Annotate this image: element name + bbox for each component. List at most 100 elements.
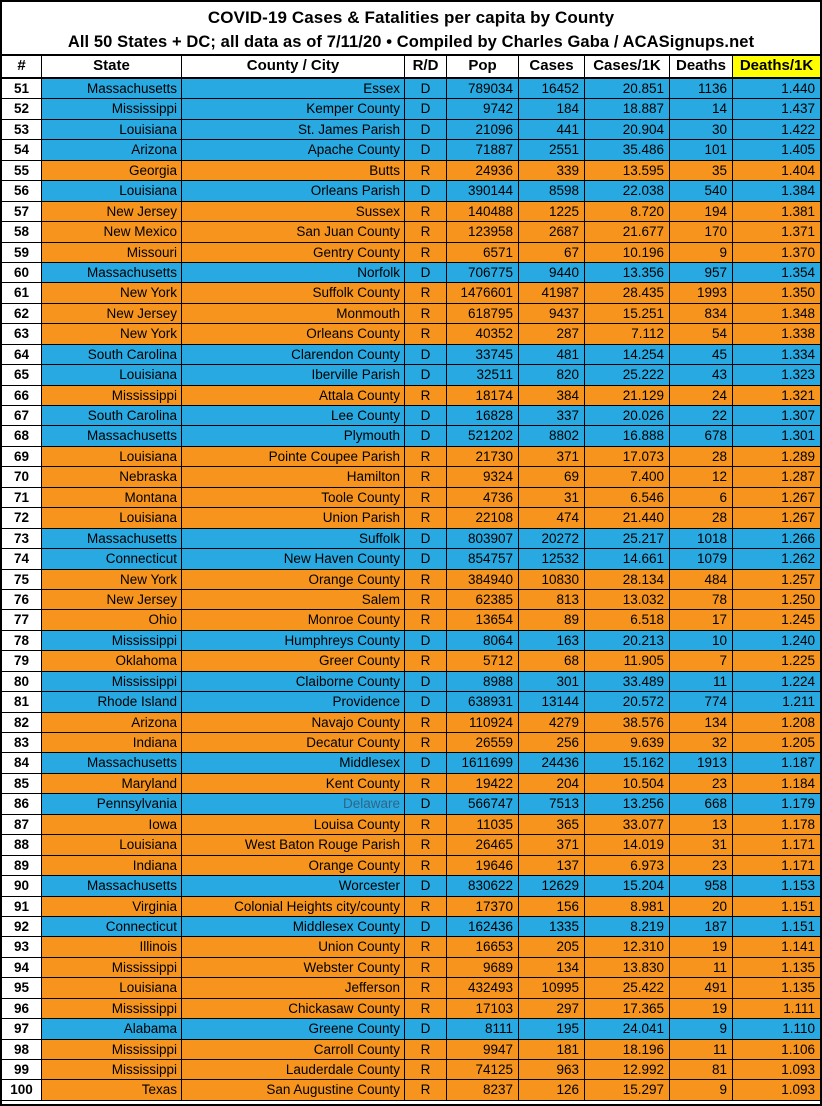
cell-deaths: 45 — [670, 344, 733, 366]
cell-deaths: 9 — [670, 242, 733, 263]
cell-rank: 79 — [2, 651, 42, 672]
cell-cases: 134 — [519, 957, 585, 979]
cell-deaths-per-1k: 1.338 — [733, 324, 820, 345]
cell-rank: 99 — [2, 1060, 42, 1081]
cell-state: Louisiana — [42, 365, 182, 386]
cell-rank: 93 — [2, 937, 42, 958]
cell-county: Delaware — [182, 794, 405, 815]
cell-deaths-per-1k: 1.381 — [733, 201, 820, 223]
col-header-cases: Cases — [519, 56, 585, 77]
cell-cases: 68 — [519, 651, 585, 672]
cell-deaths-per-1k: 1.267 — [733, 508, 820, 529]
cell-cases-per-1k: 13.595 — [585, 160, 670, 182]
cell-cases-per-1k: 8.219 — [585, 916, 670, 938]
cell-county: Sussex — [182, 201, 405, 223]
cell-cases-per-1k: 8.720 — [585, 201, 670, 223]
cell-state: New Jersey — [42, 303, 182, 325]
cell-deaths-per-1k: 1.106 — [733, 1039, 820, 1060]
cell-county: Navajo County — [182, 712, 405, 733]
cell-deaths: 1136 — [670, 79, 733, 100]
cell-county: Monmouth — [182, 303, 405, 325]
cell-state: Missouri — [42, 242, 182, 263]
cell-pop: 4736 — [447, 487, 519, 509]
cell-cases-per-1k: 28.435 — [585, 283, 670, 304]
cell-pop: 32511 — [447, 365, 519, 386]
cell-cases: 9440 — [519, 262, 585, 284]
cell-deaths: 11 — [670, 1039, 733, 1060]
cell-county: Lauderdale County — [182, 1060, 405, 1081]
cell-cases-per-1k: 38.576 — [585, 712, 670, 733]
cell-pop: 16653 — [447, 937, 519, 958]
cell-rd: D — [405, 916, 447, 938]
cell-cases: 441 — [519, 119, 585, 141]
col-header-county-city: County / City — [182, 56, 405, 77]
cell-cases-per-1k: 22.038 — [585, 181, 670, 202]
cell-deaths: 43 — [670, 365, 733, 386]
cell-deaths: 187 — [670, 916, 733, 938]
cell-deaths: 1079 — [670, 549, 733, 570]
cell-pop: 26559 — [447, 733, 519, 754]
cell-rd: D — [405, 528, 447, 550]
cell-county: Hamilton — [182, 467, 405, 488]
cell-deaths-per-1k: 1.093 — [733, 1060, 820, 1081]
cell-deaths: 12 — [670, 467, 733, 488]
cell-rank: 57 — [2, 201, 42, 223]
cell-pop: 1611699 — [447, 753, 519, 774]
cell-deaths-per-1k: 1.334 — [733, 344, 820, 366]
cell-deaths-per-1k: 1.141 — [733, 937, 820, 958]
cell-rd: R — [405, 978, 447, 999]
cell-pop: 8237 — [447, 1080, 519, 1101]
cell-deaths: 134 — [670, 712, 733, 733]
cell-deaths-per-1k: 1.267 — [733, 487, 820, 509]
cell-county: Apache County — [182, 140, 405, 161]
cell-cases-per-1k: 10.504 — [585, 773, 670, 795]
cell-state: Massachusetts — [42, 262, 182, 284]
cell-county: Orleans County — [182, 324, 405, 345]
cell-rank: 100 — [2, 1080, 42, 1101]
cell-county: St. James Parish — [182, 119, 405, 141]
cell-rank: 52 — [2, 99, 42, 120]
cell-deaths-per-1k: 1.440 — [733, 79, 820, 100]
cell-rd: R — [405, 814, 447, 836]
cell-county: Suffolk County — [182, 283, 405, 304]
cell-deaths: 484 — [670, 569, 733, 590]
cell-rank: 69 — [2, 446, 42, 468]
cell-pop: 162436 — [447, 916, 519, 938]
cell-deaths: 22 — [670, 406, 733, 427]
cell-cases: 181 — [519, 1039, 585, 1060]
cell-county: Middlesex — [182, 753, 405, 774]
cell-deaths: 32 — [670, 733, 733, 754]
cell-cases-per-1k: 20.851 — [585, 79, 670, 100]
cell-deaths: 28 — [670, 446, 733, 468]
cell-cases: 2551 — [519, 140, 585, 161]
cell-cases-per-1k: 14.254 — [585, 344, 670, 366]
cell-cases-per-1k: 13.356 — [585, 262, 670, 284]
cell-cases-per-1k: 21.677 — [585, 222, 670, 243]
cell-pop: 6571 — [447, 242, 519, 263]
cell-county: Middlesex County — [182, 916, 405, 938]
cell-state: Massachusetts — [42, 753, 182, 774]
cell-rd: R — [405, 651, 447, 672]
cell-pop: 22108 — [447, 508, 519, 529]
cell-deaths-per-1k: 1.404 — [733, 160, 820, 182]
cell-rd: D — [405, 630, 447, 652]
cell-rd: D — [405, 549, 447, 570]
cell-county: Iberville Parish — [182, 365, 405, 386]
cell-state: Iowa — [42, 814, 182, 836]
cell-rank: 80 — [2, 671, 42, 693]
cell-pop: 9324 — [447, 467, 519, 488]
cell-rd: R — [405, 896, 447, 917]
cell-county: Suffolk — [182, 528, 405, 550]
cell-county: Colonial Heights city/county — [182, 896, 405, 917]
cell-pop: 19422 — [447, 773, 519, 795]
cell-cases-per-1k: 12.992 — [585, 1060, 670, 1081]
cell-cases: 7513 — [519, 794, 585, 815]
cell-pop: 17370 — [447, 896, 519, 917]
cell-county: Union County — [182, 937, 405, 958]
cell-deaths-per-1k: 1.093 — [733, 1080, 820, 1101]
cell-pop: 11035 — [447, 814, 519, 836]
cell-pop: 110924 — [447, 712, 519, 733]
cell-cases-per-1k: 21.129 — [585, 385, 670, 406]
col-header-rd: R/D — [405, 56, 447, 77]
cell-cases: 126 — [519, 1080, 585, 1101]
